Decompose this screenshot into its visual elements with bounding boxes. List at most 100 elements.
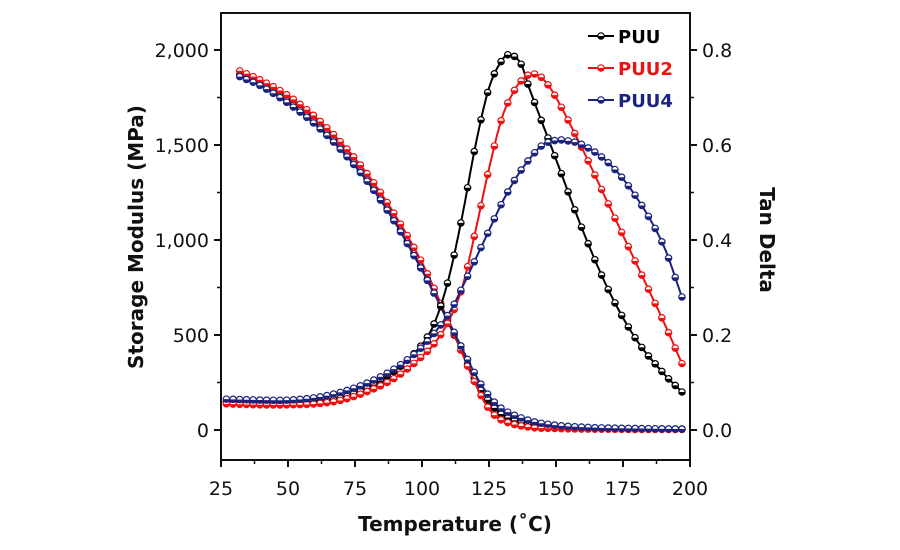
- data-point-fill: [497, 61, 505, 65]
- data-point-fill: [343, 390, 351, 394]
- y-axis-right-title: Tan Delta: [755, 187, 779, 293]
- data-point-fill: [658, 317, 666, 322]
- data-point-fill: [477, 205, 485, 209]
- series-puu2-tan-delta: [222, 70, 686, 409]
- series-line: [226, 72, 683, 406]
- data-point-fill: [497, 120, 505, 124]
- data-point-fill: [310, 397, 317, 402]
- x-axis: 25 50 75 100 125 150 175 200: [209, 460, 708, 500]
- data-point-fill: [638, 428, 645, 432]
- data-point-fill: [410, 247, 418, 251]
- data-point-fill: [404, 235, 411, 239]
- data-point-fill: [611, 169, 619, 173]
- y-tick-label: 1,500: [155, 135, 209, 157]
- data-point-fill: [471, 261, 478, 266]
- data-point-fill: [357, 164, 364, 169]
- x-tick-label: 25: [209, 478, 233, 500]
- data-point-fill: [658, 241, 666, 246]
- data-point-fill: [672, 385, 679, 389]
- data-point-fill: [323, 127, 331, 131]
- data-point-fill: [444, 323, 451, 327]
- data-point-fill: [430, 323, 438, 328]
- data-point-fill: [276, 400, 284, 404]
- data-point-fill: [383, 373, 391, 377]
- data-point-fill: [377, 385, 384, 390]
- legend: PUU PUU2 PUU4: [588, 27, 673, 112]
- data-point-fill: [497, 413, 505, 418]
- data-point-fill: [564, 191, 572, 196]
- data-point-fill: [363, 173, 371, 177]
- data-point-fill: [571, 426, 578, 430]
- data-point-fill: [551, 95, 558, 99]
- data-point-fill: [491, 73, 498, 78]
- series-puu-storage-modulus: [235, 70, 686, 433]
- data-point-fill: [350, 164, 357, 168]
- data-point-fill: [350, 156, 357, 161]
- data-point-fill: [437, 305, 444, 310]
- data-point-fill: [491, 407, 498, 412]
- data-point-fill: [558, 173, 565, 177]
- data-point-fill: [497, 408, 505, 412]
- data-point-fill: [390, 220, 398, 224]
- data-point-fill: [263, 89, 270, 93]
- data-point-fill: [544, 424, 552, 428]
- data-point-fill: [477, 395, 485, 399]
- data-point-fill: [504, 191, 511, 196]
- y-axis-left-title: Storage Modulus (MPa): [124, 105, 148, 369]
- data-point-fill: [390, 213, 398, 217]
- data-point-fill: [564, 140, 572, 145]
- data-point-fill: [605, 289, 612, 293]
- data-point-fill: [450, 304, 458, 308]
- y2-tick-label: 0.2: [702, 325, 732, 347]
- data-point-fill: [397, 231, 404, 236]
- data-point-fill: [256, 404, 264, 409]
- data-point-fill: [417, 267, 424, 272]
- data-point-fill: [343, 398, 351, 402]
- data-point-fill: [450, 255, 458, 259]
- data-point-fill: [611, 218, 619, 222]
- data-point-fill: [350, 396, 357, 400]
- data-point-fill: [464, 276, 471, 280]
- legend-item-puu2: PUU2: [588, 59, 673, 80]
- data-point-fill: [256, 85, 264, 89]
- data-point-fill: [484, 233, 491, 237]
- data-point-fill: [497, 204, 505, 208]
- data-point-fill: [397, 224, 404, 228]
- data-point-fill: [631, 428, 639, 432]
- data-point-fill: [343, 156, 351, 160]
- data-point-fill: [625, 185, 632, 189]
- data-point-fill: [511, 424, 518, 428]
- data-point-fill: [584, 147, 592, 152]
- x-tick-label: 100: [404, 478, 440, 500]
- data-point-fill: [330, 142, 337, 146]
- data-point-fill: [544, 428, 552, 432]
- data-point-fill: [229, 399, 237, 403]
- data-point-fill: [276, 404, 284, 409]
- data-point-fill: [464, 359, 471, 363]
- data-point-fill: [578, 427, 585, 431]
- data-point-fill: [437, 324, 444, 329]
- data-point-fill: [618, 315, 625, 319]
- data-point-fill: [571, 142, 578, 146]
- data-point-fill: [243, 399, 250, 403]
- data-point-fill: [290, 107, 297, 111]
- legend-item-puu4: PUU4: [588, 91, 673, 112]
- data-point-fill: [591, 175, 599, 179]
- legend-label: PUU4: [618, 91, 673, 112]
- data-point-fill: [558, 139, 565, 144]
- data-point-fill: [651, 228, 659, 232]
- data-point-fill: [651, 428, 659, 432]
- data-point-fill: [531, 102, 538, 106]
- data-point-fill: [363, 383, 371, 387]
- data-point-fill: [631, 337, 639, 341]
- data-point-fill: [497, 419, 505, 424]
- data-point-fill: [484, 92, 491, 96]
- data-point-fill: [303, 398, 310, 402]
- data-point-fill: [672, 277, 679, 281]
- data-point-fill: [598, 427, 605, 432]
- data-point-fill: [578, 227, 585, 231]
- data-point-fill: [397, 364, 404, 368]
- series-line: [239, 75, 683, 431]
- data-point-fill: [223, 399, 230, 403]
